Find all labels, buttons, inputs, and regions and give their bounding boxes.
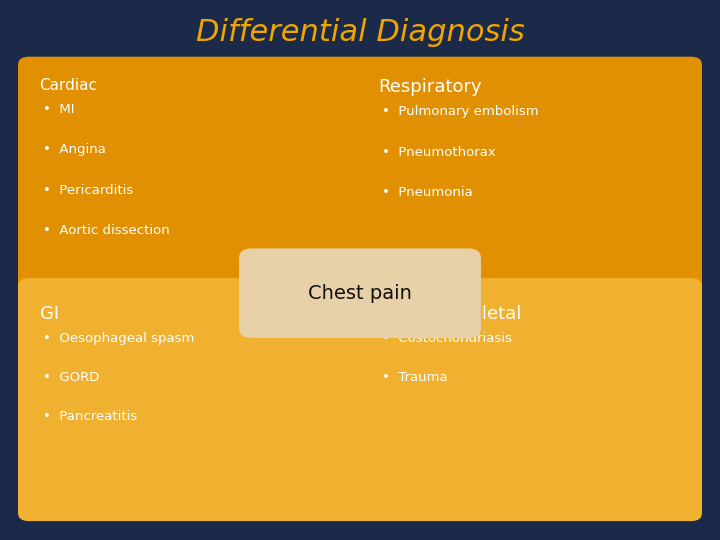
Text: Chest pain: Chest pain [308, 284, 412, 303]
FancyBboxPatch shape [18, 57, 702, 294]
Text: Cardiac: Cardiac [40, 78, 98, 93]
Text: Differential Diagnosis: Differential Diagnosis [196, 18, 524, 47]
Text: •  Pulmonary embolism: • Pulmonary embolism [382, 105, 539, 118]
Text: GI: GI [40, 305, 59, 323]
Text: •  Aortic dissection: • Aortic dissection [43, 224, 170, 237]
Text: •  MI: • MI [43, 103, 75, 116]
FancyBboxPatch shape [239, 248, 481, 338]
Text: •  Pericarditis: • Pericarditis [43, 184, 133, 197]
Text: •  Costochondriasis: • Costochondriasis [382, 332, 511, 345]
Text: •  Angina: • Angina [43, 143, 106, 156]
Text: Respiratory: Respiratory [378, 78, 482, 96]
Text: •  Oesophageal spasm: • Oesophageal spasm [43, 332, 194, 345]
Text: •  GORD: • GORD [43, 371, 99, 384]
Text: •  Pneumothorax: • Pneumothorax [382, 146, 495, 159]
Text: Musculoskeletal: Musculoskeletal [378, 305, 521, 323]
Text: •  Pneumonia: • Pneumonia [382, 186, 472, 199]
Text: •  Pancreatitis: • Pancreatitis [43, 410, 138, 423]
Text: •  Trauma: • Trauma [382, 371, 447, 384]
FancyBboxPatch shape [18, 278, 702, 521]
